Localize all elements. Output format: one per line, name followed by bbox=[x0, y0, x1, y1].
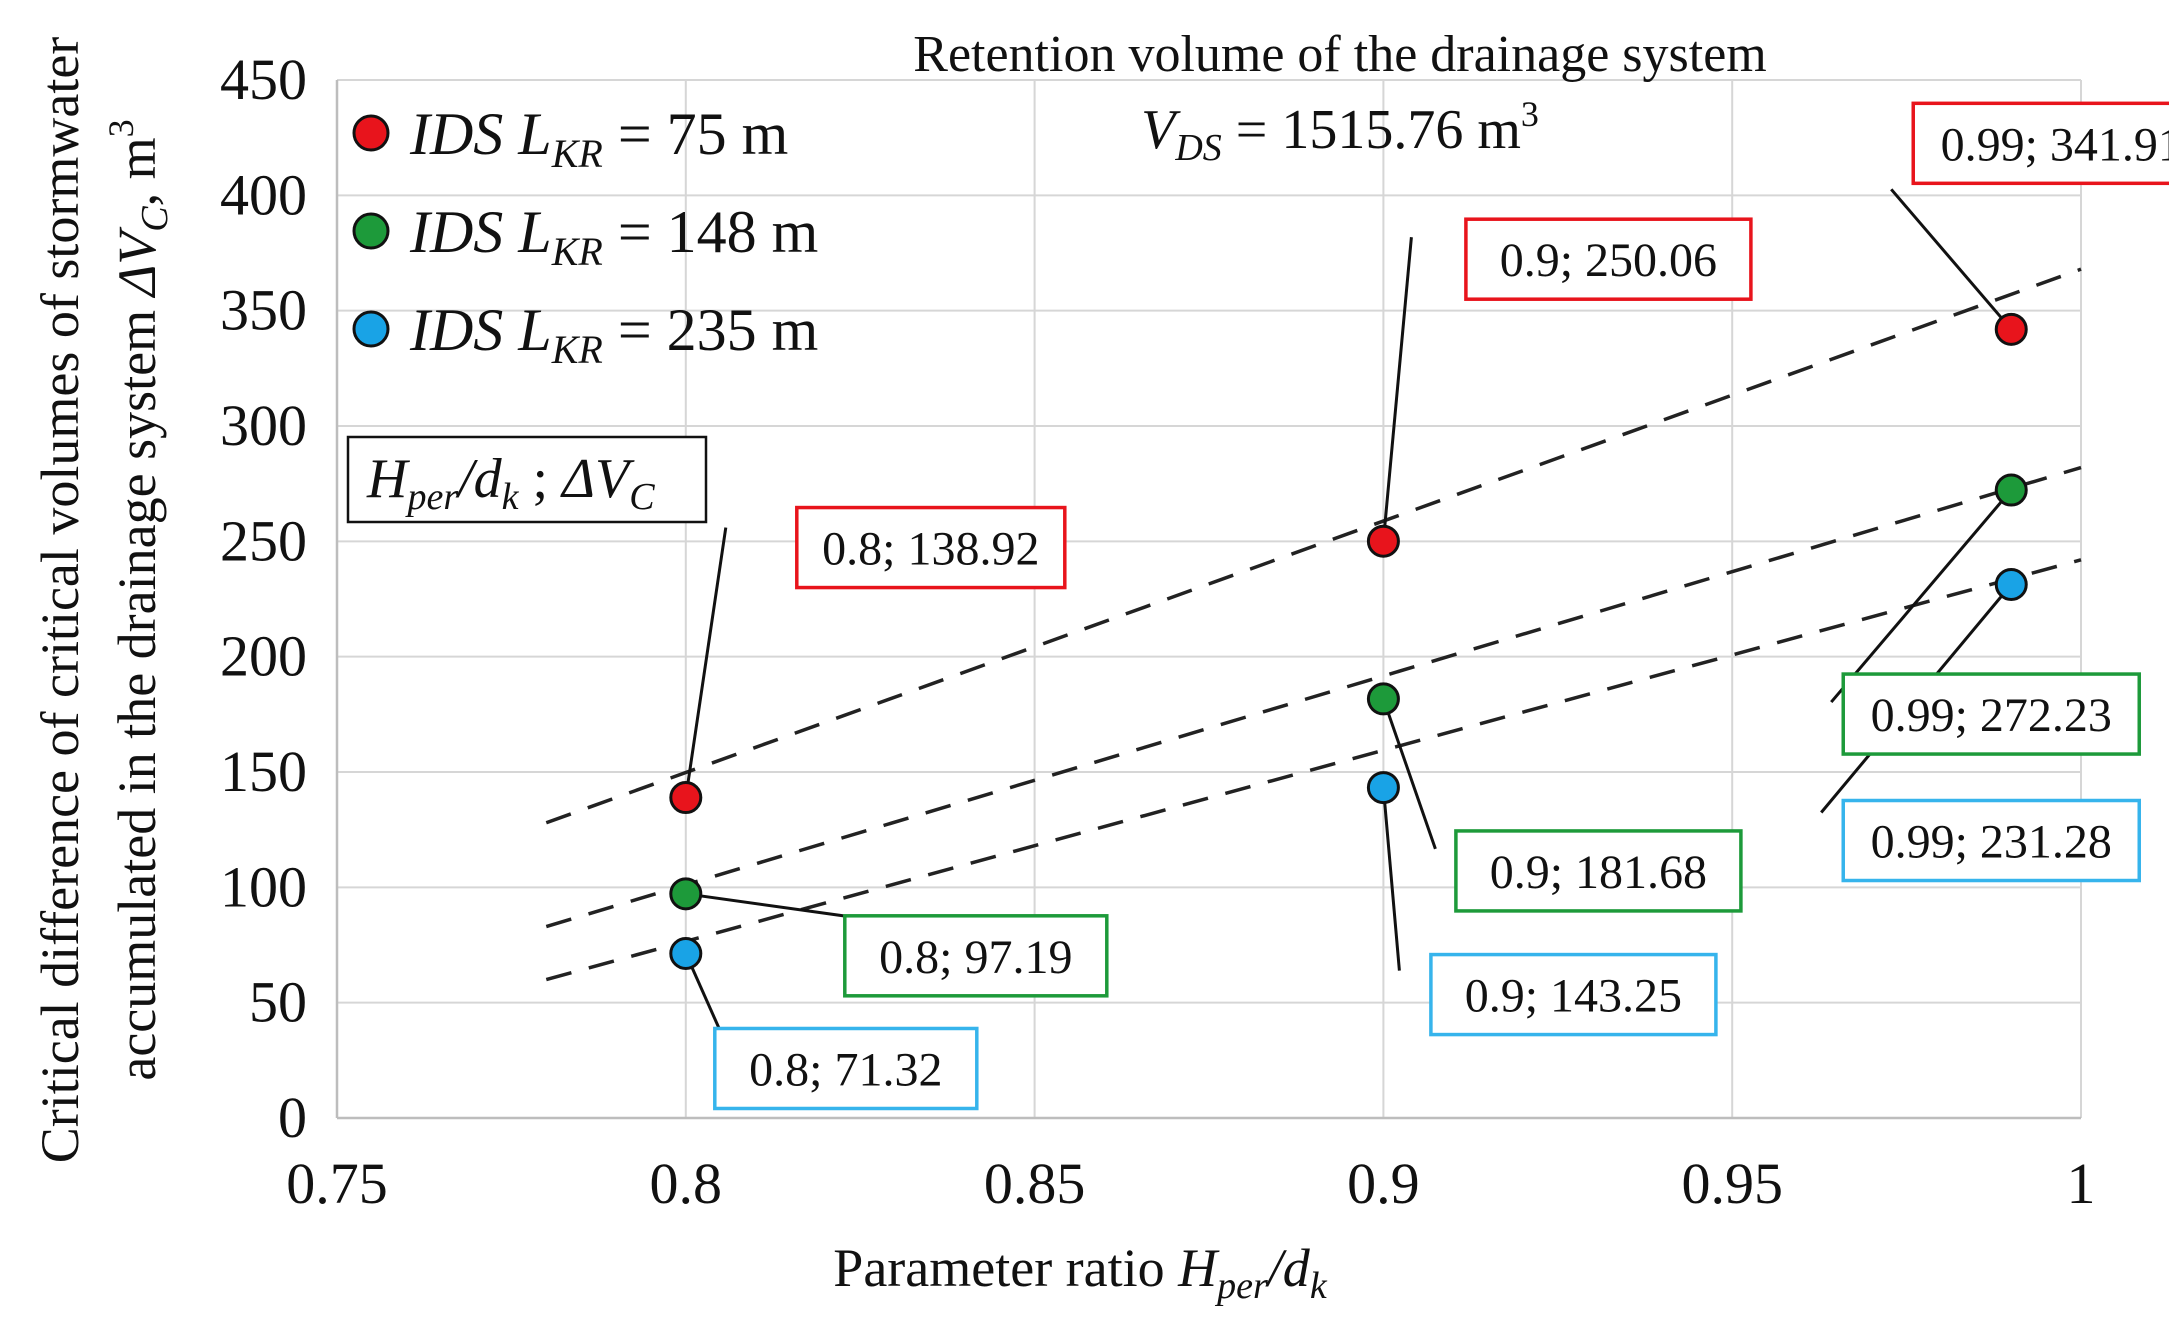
trend-line-3 bbox=[545, 558, 2082, 982]
data-point bbox=[1366, 682, 1400, 716]
leader-line bbox=[684, 527, 728, 798]
data-label-box bbox=[1841, 672, 2141, 756]
y-tick-label: 0 bbox=[278, 1085, 307, 1150]
data-label: 0.8; 138.92 bbox=[822, 523, 1039, 576]
data-point bbox=[669, 877, 703, 911]
y-tick-label: 100 bbox=[220, 854, 307, 919]
data-label-box bbox=[1454, 829, 1743, 913]
y-tick-label: 400 bbox=[220, 162, 307, 227]
x-tick-label: 0.85 bbox=[984, 1151, 1086, 1216]
legend-marker bbox=[352, 114, 390, 152]
trend-line-2 bbox=[545, 465, 2082, 929]
legend-marker bbox=[352, 212, 390, 250]
data-label: 0.9; 181.68 bbox=[1490, 846, 1707, 899]
leader-line bbox=[1381, 237, 1413, 542]
y-tick-label: 450 bbox=[220, 47, 307, 112]
data-label: 0.99; 272.23 bbox=[1871, 689, 2112, 742]
data-point bbox=[669, 781, 703, 815]
data-label-box bbox=[1464, 217, 1753, 301]
y-axis-title-line1: Critical difference of critical volumes … bbox=[30, 37, 90, 1164]
y-tick-label: 250 bbox=[220, 508, 307, 573]
leader-line bbox=[1381, 787, 1401, 971]
x-axis-title: Parameter ratio Hper/dk bbox=[833, 1238, 1328, 1307]
data-label-box bbox=[1841, 798, 2141, 883]
data-label-box bbox=[843, 914, 1109, 998]
x-tick-label: 0.8 bbox=[650, 1151, 723, 1216]
data-label: 0.8; 97.19 bbox=[879, 931, 1072, 984]
label-key-text: Hper/dk ; ΔVC bbox=[366, 448, 655, 518]
y-tick-label: 50 bbox=[249, 970, 307, 1035]
axes: 0 50 100 150 200 250 300 350 400 450 0.75 0.8 0.85 0.… bbox=[220, 47, 2096, 1216]
data-point bbox=[1366, 524, 1400, 558]
x-tick-label: 1 bbox=[2067, 1151, 2096, 1216]
leader-line bbox=[1381, 698, 1437, 850]
data-label-box bbox=[1429, 952, 1718, 1037]
data-point bbox=[1366, 771, 1400, 805]
data-label-box bbox=[795, 505, 1067, 590]
data-point bbox=[1994, 568, 2028, 602]
chart-subtitle: VDS = 1515.76 m3 bbox=[1141, 94, 1539, 169]
data-label: 0.8; 71.32 bbox=[749, 1043, 942, 1096]
y-tick-label: 350 bbox=[220, 278, 307, 343]
data-labels: 0.8; 138.92 0.9; 250.06 0.99; 341.91 0.8; 9… bbox=[713, 101, 2169, 1111]
legend: IDS LKR = 75 m IDS LKR = 148 m IDS LKR = 2… bbox=[352, 101, 818, 372]
grid bbox=[337, 79, 2082, 1118]
data-label: 0.99; 341.91 bbox=[1941, 118, 2169, 171]
data-label-box bbox=[713, 1026, 979, 1111]
legend-label: IDS LKR = 235 m bbox=[409, 297, 818, 372]
x-tick-label: 0.75 bbox=[286, 1151, 388, 1216]
data-label: 0.9; 250.06 bbox=[1500, 234, 1717, 287]
y-axis-title-line2: accumulated in the drainage system ΔVC, … bbox=[101, 119, 176, 1080]
data-point bbox=[1994, 312, 2028, 346]
y-tick-label: 150 bbox=[220, 739, 307, 804]
trend-lines bbox=[545, 267, 2082, 982]
data-label: 0.9; 143.25 bbox=[1465, 970, 1682, 1023]
data-label-box bbox=[1911, 101, 2169, 186]
label-key-box bbox=[346, 435, 708, 524]
x-tick-label: 0.9 bbox=[1347, 1151, 1420, 1216]
y-tick-label: 200 bbox=[220, 624, 307, 689]
data-points bbox=[669, 312, 2028, 970]
data-point bbox=[1994, 473, 2028, 507]
leader-line bbox=[1830, 489, 2013, 704]
legend-marker bbox=[352, 310, 390, 348]
leader-line bbox=[1890, 188, 2013, 331]
chart-title: Retention volume of the drainage system bbox=[913, 26, 1766, 83]
y-tick-label: 300 bbox=[220, 393, 307, 458]
label-key: Hper/dk ; ΔVC bbox=[346, 435, 708, 524]
legend-label: IDS LKR = 75 m bbox=[409, 101, 788, 176]
data-point bbox=[669, 936, 703, 970]
legend-label: IDS LKR = 148 m bbox=[409, 199, 818, 274]
x-tick-label: 0.95 bbox=[1681, 1151, 1783, 1216]
data-label: 0.99; 231.28 bbox=[1871, 816, 2112, 869]
